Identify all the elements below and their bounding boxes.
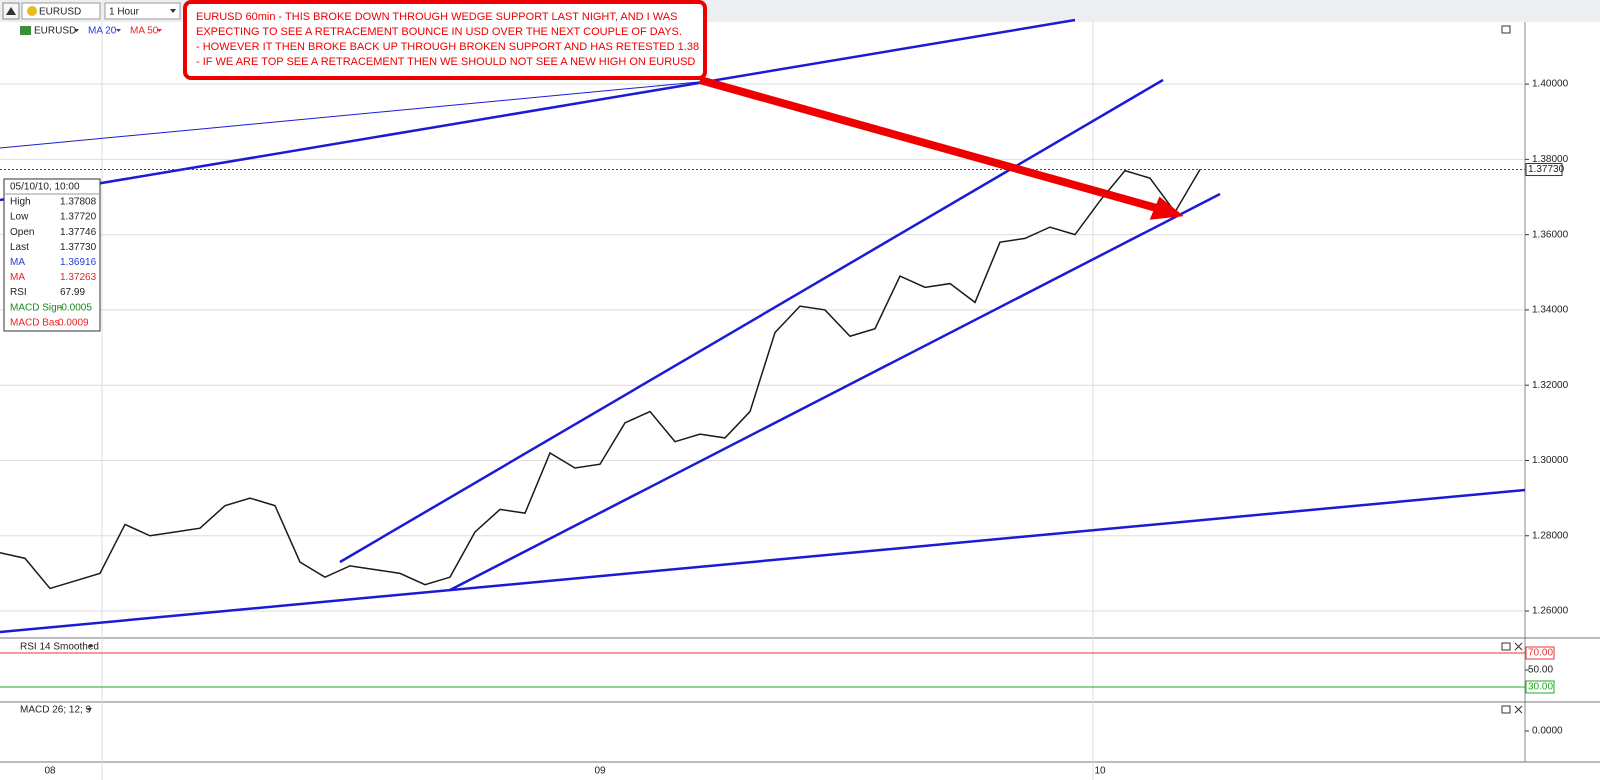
legend-symbol: EURUSD	[34, 26, 76, 37]
macd-zero-label: 0.0000	[1532, 726, 1563, 737]
maximize-icon[interactable]	[1501, 25, 1511, 34]
info-label: Low	[10, 212, 29, 223]
trend-line	[0, 18, 1076, 202]
dropdown-arrow	[170, 9, 176, 13]
annotation-line: EURUSD 60min - THIS BROKE DOWN THROUGH W…	[196, 11, 677, 23]
arrow-head	[1149, 196, 1184, 220]
last-price-label: 1.37730	[1528, 164, 1565, 175]
legend-arrow	[116, 29, 121, 32]
x-tick-label: 08	[44, 766, 56, 777]
info-value: 1.37720	[60, 212, 97, 223]
grid-layer: 1.26000 1.28000 1.30000 1.32000 1.34000 1.360…	[0, 79, 1569, 617]
y-tick-label: 1.36000	[1532, 229, 1569, 240]
interval-text: 1 Hour	[109, 7, 140, 18]
info-value: 67.99	[60, 287, 85, 298]
interval-select[interactable]	[104, 2, 181, 20]
symbol-icon	[27, 6, 37, 16]
info-title: 05/10/10, 10:00	[10, 182, 80, 193]
maximize-icon[interactable]	[1501, 642, 1511, 651]
trend-line	[0, 79, 721, 149]
info-value: -0.0005	[58, 302, 92, 313]
rsi-level-box	[1525, 680, 1555, 694]
y-tick-label: 1.38000	[1532, 154, 1569, 165]
info-label: RSI	[10, 287, 27, 298]
info-value: 1.36916	[60, 257, 97, 268]
y-tick-label: 1.40000	[1532, 79, 1569, 90]
legend-icon	[20, 26, 31, 35]
rsi-tick-label: 50.00	[1528, 665, 1553, 676]
legend-ma-slow: MA 50	[130, 26, 159, 37]
info-label: MACD Sign	[10, 302, 62, 313]
last-price-box	[1525, 163, 1563, 177]
rsi-arrow	[88, 645, 93, 648]
info-label: MA	[10, 272, 25, 283]
info-value: 1.37263	[60, 272, 97, 283]
collapse-icon	[6, 7, 16, 15]
y-tick-label: 1.32000	[1532, 380, 1569, 391]
info-label: MACD Bas	[10, 317, 59, 328]
price-line	[0, 169, 1201, 590]
annotation-line: - IF WE ARE TOP SEE A RETRACEMENT THEN W…	[196, 56, 695, 68]
legend-ma-fast: MA 20	[88, 26, 117, 37]
rsi-tick-label: 30.00	[1528, 682, 1553, 693]
close-icon[interactable]	[1514, 705, 1523, 714]
trend-line	[339, 78, 1164, 564]
y-tick-label: 1.30000	[1532, 455, 1569, 466]
trend-line	[0, 488, 1526, 634]
maximize-icon[interactable]	[1501, 705, 1511, 714]
y-tick-label: 1.26000	[1532, 606, 1569, 617]
info-value: 0.0009	[58, 317, 89, 328]
symbol-input[interactable]	[21, 2, 101, 20]
x-tick-label: 09	[594, 766, 606, 777]
legend-arrow	[157, 29, 162, 32]
info-label: Last	[10, 242, 29, 253]
info-label: Open	[10, 227, 34, 238]
info-rows: 05/10/10, 10:00 High 1.37808 Low 1.37720 Open…	[4, 182, 100, 328]
annotation-line: - HOWEVER IT THEN BROKE BACK UP THROUGH …	[196, 41, 699, 53]
trend-lines	[0, 18, 1526, 634]
data-layer: 1.37730	[0, 163, 1565, 590]
info-value: 1.37746	[60, 227, 97, 238]
y-tick-label: 1.28000	[1532, 530, 1569, 541]
rsi-level-box	[1525, 646, 1555, 660]
annotation-text: EURUSD 60min - THIS BROKE DOWN THROUGH W…	[196, 11, 699, 68]
x-tick-label: 10	[1094, 766, 1106, 777]
annotation-box	[183, 0, 707, 80]
macd-title: MACD 26; 12; 9	[20, 705, 92, 716]
close-icon[interactable]	[1514, 642, 1523, 651]
info-panel	[3, 178, 101, 332]
symbol-text: EURUSD	[39, 7, 81, 18]
trend-line	[449, 192, 1221, 592]
macd-arrow	[87, 708, 92, 711]
info-label: High	[10, 197, 31, 208]
annotation-line: EXPECTING TO SEE A RETRACEMENT BOUNCE IN…	[196, 26, 682, 38]
y-tick-label: 1.34000	[1532, 305, 1569, 316]
rsi-tick-label: 70.00	[1528, 648, 1553, 659]
info-value: 1.37730	[60, 242, 97, 253]
rsi-title: RSI 14 Smoothed	[20, 642, 99, 653]
info-value: 1.37808	[60, 197, 97, 208]
info-label: MA	[10, 257, 25, 268]
legend-arrow	[74, 29, 79, 32]
annotation-arrow	[698, 76, 1162, 213]
